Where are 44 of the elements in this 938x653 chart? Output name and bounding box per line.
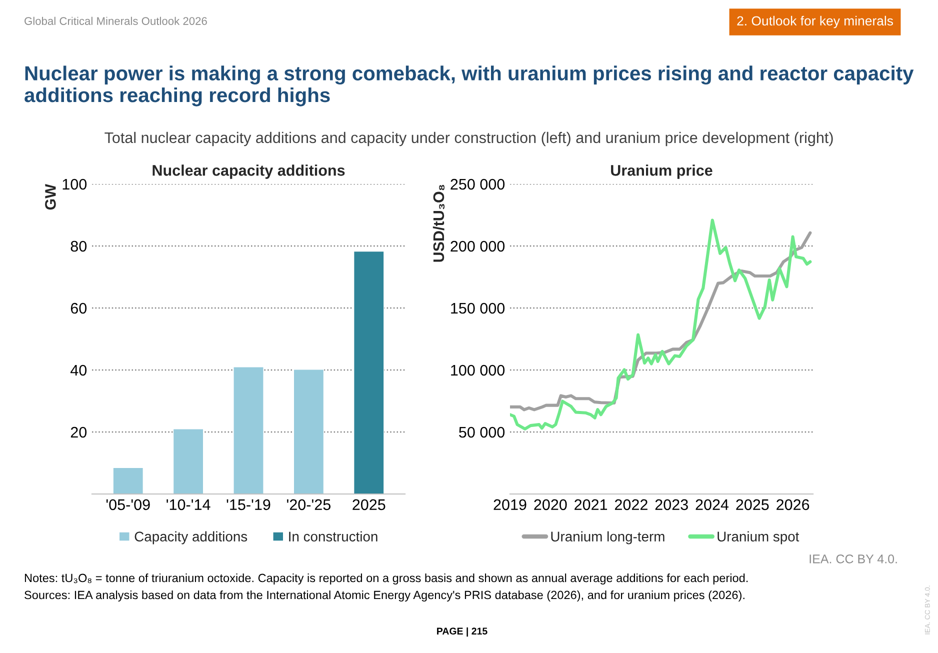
y-axis-title: USD/tU₃O₈ (432, 184, 445, 262)
bar (172, 428, 204, 494)
legend-label: Uranium spot (718, 531, 800, 544)
x-tick-label: 2019 (494, 499, 526, 510)
legend-label: Capacity additions (134, 531, 248, 544)
y-tick-label: 100 000 (451, 364, 505, 376)
source-note: Sources: IEA analysis based on data from the International Atomic Energy Agency's PRIS database (2026), and for uranium prices (2026). (24, 590, 744, 602)
bar (353, 250, 384, 494)
text: Total nuclear capacity additions and capacity under construction (left) and uranium price development (right) (104, 132, 833, 146)
y-tick-label: 200 000 (450, 240, 505, 252)
text: Notes: tU₃O₈ = tonne of triuranium octoxide. Capacity is reported on a gross basis and shown as annual average additions for each period. (24, 573, 748, 585)
bar (293, 369, 324, 494)
bar (112, 467, 144, 494)
text: PAGE | 215 (437, 627, 488, 637)
x-tick-label: 2022 (614, 499, 648, 510)
legend-label: In construction (289, 531, 378, 542)
bar (233, 366, 264, 494)
text: IEA. CC BY 4.0. (810, 554, 897, 564)
y-tick-label: 40 (70, 364, 87, 376)
legend-label: Uranium long-term (551, 531, 664, 544)
y-tick-label: 150 000 (451, 302, 505, 314)
y-tick-label: 80 (70, 240, 87, 252)
y-tick-label: 50 000 (459, 426, 505, 438)
x-tick-label: 2020 (534, 499, 567, 510)
x-tick-label: 2021 (574, 499, 608, 510)
x-tick-label: '20-'25 (287, 499, 331, 510)
x-tick-label: '10-'14 (166, 499, 210, 510)
text: 2. Outlook for key minerals (737, 16, 893, 28)
x-tick-label: 2026 (776, 499, 810, 510)
x-tick-label: '05-'09 (106, 499, 150, 510)
x-tick-label: 2023 (655, 499, 688, 510)
y-axis-title: GW (45, 184, 56, 210)
x-tick-label: '15-'19 (226, 499, 270, 510)
chart-title: Uranium price (611, 164, 712, 179)
chart-title: Nuclear capacity additions (152, 164, 345, 179)
y-tick-label: 60 (70, 302, 87, 314)
y-tick-label: 250 000 (450, 178, 505, 190)
x-tick-label: 2025 (352, 499, 386, 510)
y-tick-label: 20 (70, 426, 87, 438)
y-tick-label: 100 (62, 178, 87, 190)
text: Global Critical Minerals Outlook 2026 (24, 16, 207, 25)
x-tick-label: 2024 (696, 499, 729, 510)
text: Nuclear power is making a strong comeback, with uranium prices rising and reactor capacity additions reaching record highs (24, 66, 914, 106)
x-tick-label: 2025 (736, 499, 769, 510)
